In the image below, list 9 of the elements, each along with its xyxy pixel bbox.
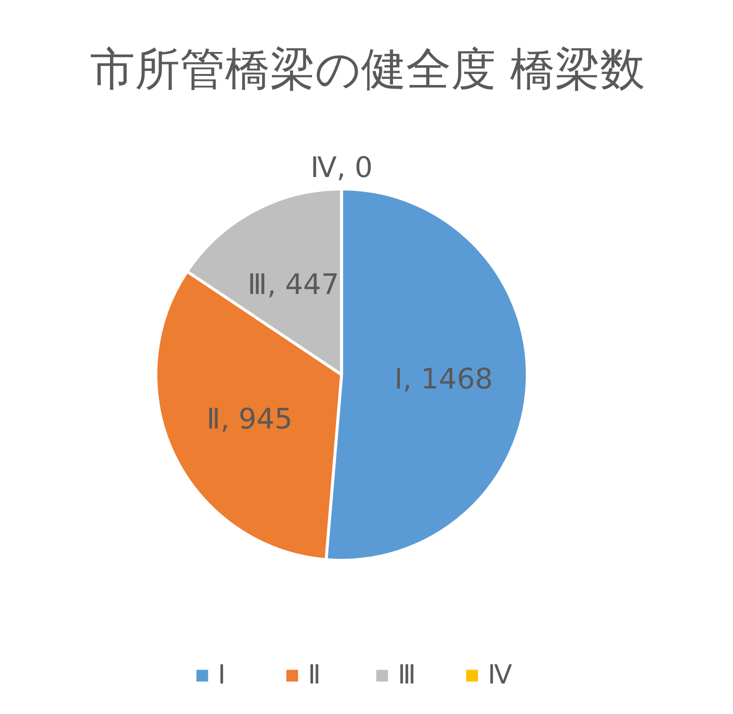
text: Ⅳ, 0 — [310, 150, 373, 184]
data-label: Ⅲ, 447 — [248, 268, 340, 302]
legend-label: Ⅰ — [218, 660, 226, 691]
legend-label: Ⅱ — [308, 660, 321, 691]
legend-label: Ⅲ — [398, 660, 416, 691]
data-label: Ⅱ, 945 — [206, 402, 293, 436]
legend-label: Ⅳ — [488, 660, 513, 691]
data-label: Ⅰ, 1468 — [394, 362, 493, 396]
chart-title: 市所管橋梁の健全度 橋梁数 — [90, 42, 646, 96]
